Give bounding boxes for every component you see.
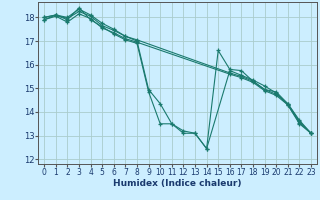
X-axis label: Humidex (Indice chaleur): Humidex (Indice chaleur) bbox=[113, 179, 242, 188]
